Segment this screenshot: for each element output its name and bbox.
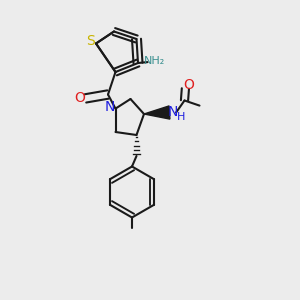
Text: O: O: [183, 78, 194, 92]
Text: N: N: [105, 100, 115, 114]
Text: NH₂: NH₂: [144, 56, 165, 67]
Polygon shape: [144, 106, 170, 119]
Text: O: O: [74, 92, 85, 105]
Text: H: H: [177, 112, 186, 122]
Text: S: S: [86, 34, 95, 48]
Text: N: N: [168, 106, 178, 119]
